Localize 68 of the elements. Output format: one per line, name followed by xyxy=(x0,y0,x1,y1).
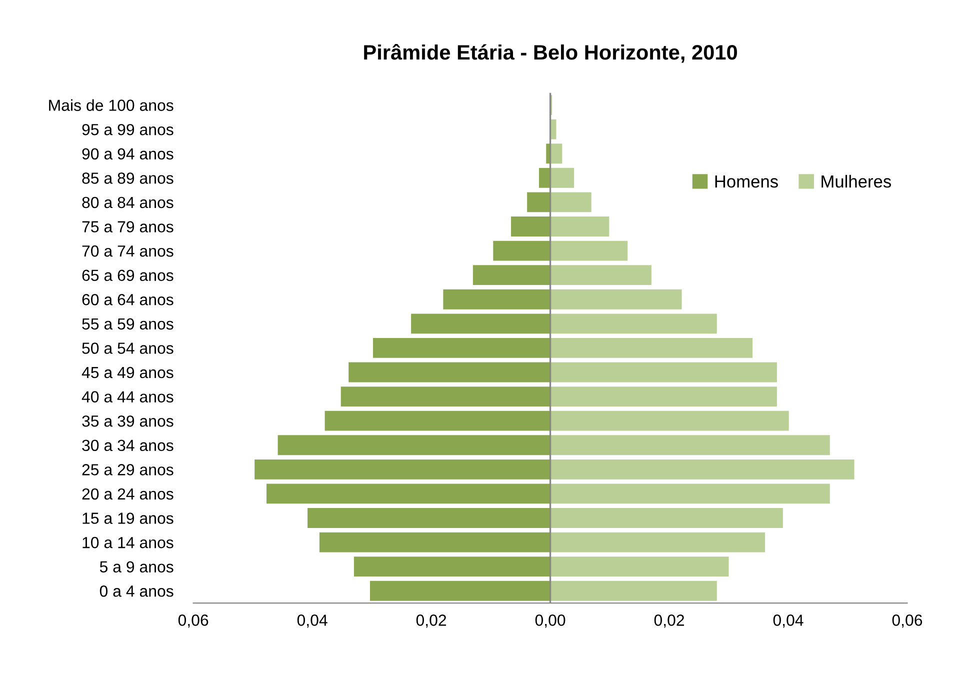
bar xyxy=(443,289,550,310)
legend-label: Mulheres xyxy=(822,174,891,188)
bar xyxy=(254,459,550,480)
bar xyxy=(550,386,777,406)
y-tick-label: Mais de 100 anos xyxy=(49,99,174,111)
y-tick-label: 80 a 84 anos xyxy=(82,196,174,208)
bar xyxy=(278,435,550,456)
x-tick-label: 0,04 xyxy=(297,614,328,628)
x-tick-label: 0,02 xyxy=(416,614,446,628)
y-tick-label: 55 a 59 anos xyxy=(82,318,174,330)
y-tick-label: 10 a 14 anos xyxy=(82,536,174,548)
bar xyxy=(550,314,717,334)
bar xyxy=(550,289,682,310)
bar xyxy=(511,216,550,236)
bar xyxy=(550,216,610,236)
x-tick-label: 0,06 xyxy=(178,614,208,628)
x-tick-label: 0,06 xyxy=(892,614,922,628)
y-tick-label: 75 a 79 anos xyxy=(82,221,174,232)
bar xyxy=(550,168,574,188)
bar xyxy=(411,314,550,334)
y-tick-label: 0 a 4 anos xyxy=(100,585,174,597)
x-tick-label: 0,02 xyxy=(654,614,684,628)
y-tick-label: 65 a 69 anos xyxy=(82,270,174,282)
bar xyxy=(550,144,562,164)
bar xyxy=(319,532,550,552)
y-tick-label: 95 a 99 anos xyxy=(82,124,174,136)
bar xyxy=(550,556,729,577)
y-tick-label: 60 a 64 anos xyxy=(82,294,174,306)
bar xyxy=(472,265,550,286)
x-tick-label: 0,04 xyxy=(773,614,804,628)
bar xyxy=(550,459,854,480)
bar xyxy=(538,168,550,188)
chart-title: Pirâmide Etária - Belo Horizonte, 2010 xyxy=(364,44,737,63)
y-tick-label: 50 a 54 anos xyxy=(82,342,174,354)
y-tick-label: 15 a 19 anos xyxy=(82,512,174,524)
bar xyxy=(550,532,766,552)
bar xyxy=(308,508,550,528)
bar xyxy=(550,435,830,456)
bar xyxy=(550,338,753,358)
y-tick-label: 90 a 94 anos xyxy=(82,148,174,160)
bar xyxy=(550,265,652,286)
bar xyxy=(550,192,592,212)
bar xyxy=(372,338,550,358)
y-tick-label: 40 a 44 anos xyxy=(82,391,174,402)
y-tick-label: 35 a 39 anos xyxy=(82,415,174,427)
bar xyxy=(348,362,550,382)
bar xyxy=(550,508,783,528)
bar xyxy=(266,484,550,504)
y-tick-label: 20 a 24 anos xyxy=(82,488,174,500)
bar xyxy=(370,580,550,601)
bar xyxy=(550,362,777,382)
legend-label: Homens xyxy=(715,176,778,188)
bar xyxy=(354,556,550,577)
bar xyxy=(550,580,717,601)
x-tick-label: 0,00 xyxy=(535,614,566,628)
bar xyxy=(324,410,550,431)
bar xyxy=(527,192,550,212)
bar xyxy=(340,386,550,406)
y-tick-label: 70 a 74 anos xyxy=(82,245,174,257)
bar xyxy=(550,410,789,431)
bar xyxy=(493,240,550,261)
y-tick-label: 45 a 49 anos xyxy=(82,366,174,378)
bar xyxy=(550,240,628,261)
bar xyxy=(550,484,830,504)
y-tick-label: 5 a 9 anos xyxy=(100,561,174,573)
y-tick-label: 30 a 34 anos xyxy=(82,440,174,452)
y-tick-label: 25 a 29 anos xyxy=(82,464,174,476)
y-tick-label: 85 a 89 anos xyxy=(82,172,174,184)
